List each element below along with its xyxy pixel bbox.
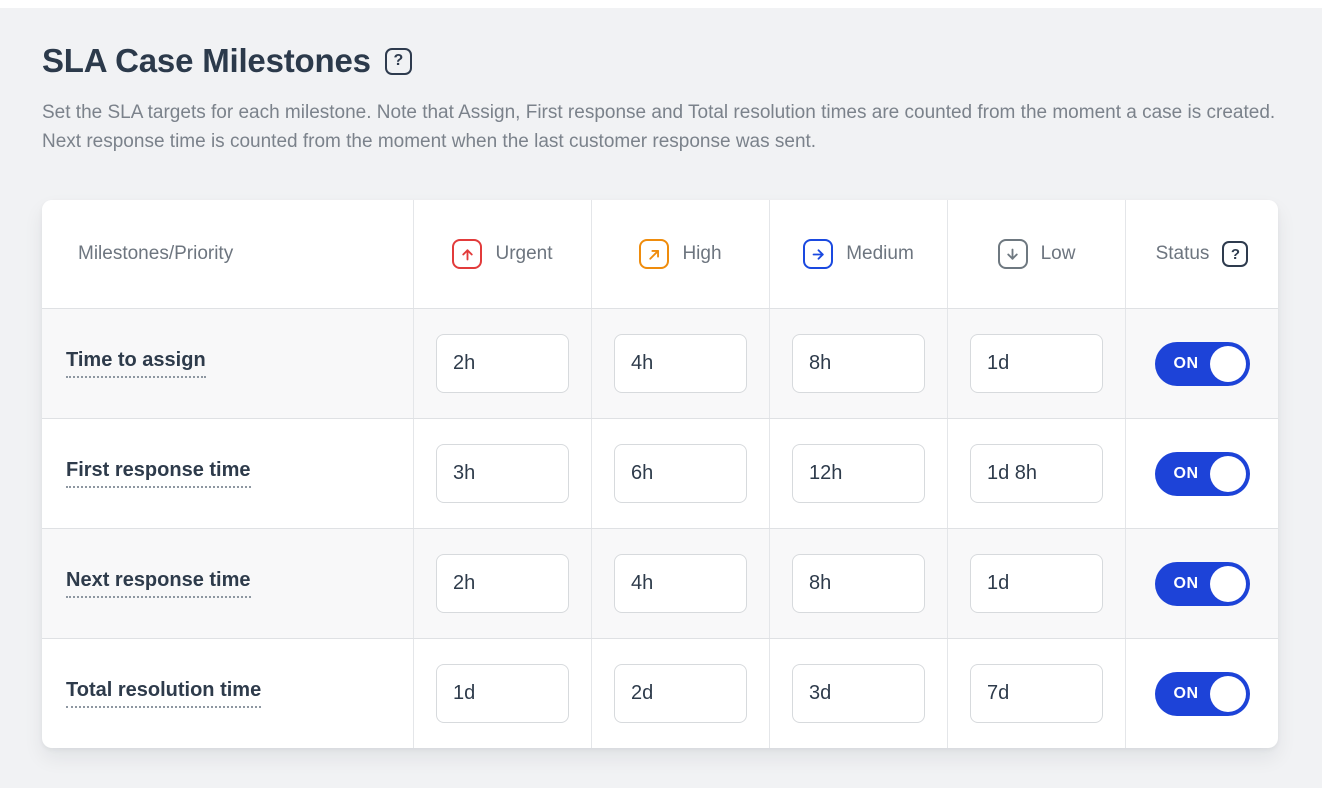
header-status-label: Status [1155, 243, 1210, 264]
arrow-up-icon [452, 239, 483, 269]
table-row-time-to-assign: Time to assign ON [42, 308, 1278, 418]
table-header-row: Milestones/Priority Urgent High [42, 200, 1278, 308]
header-milestones-priority: Milestones/Priority [42, 200, 413, 308]
sla-input-next-response-low[interactable] [970, 554, 1103, 613]
milestone-label-time-to-assign[interactable]: Time to assign [66, 349, 206, 378]
arrow-right-icon [803, 239, 834, 269]
sla-input-time-to-assign-high[interactable] [614, 334, 747, 393]
sla-input-first-response-urgent[interactable] [436, 444, 569, 503]
header-high-label: High [682, 243, 722, 264]
header-low-label: Low [1040, 243, 1076, 264]
header-high: High [591, 200, 769, 308]
toggle-knob [1209, 565, 1246, 602]
sla-input-next-response-urgent[interactable] [436, 554, 569, 613]
sla-input-first-response-high[interactable] [614, 444, 747, 503]
sla-input-total-resolution-medium[interactable] [792, 664, 925, 723]
sla-input-next-response-medium[interactable] [792, 554, 925, 613]
page-title: SLA Case Milestones ? [42, 42, 1278, 80]
header-low: Low [947, 200, 1125, 308]
sla-input-time-to-assign-medium[interactable] [792, 334, 925, 393]
table-row-first-response-time: First response time ON [42, 418, 1278, 528]
title-help-icon[interactable]: ? [384, 47, 412, 75]
toggle-on-label: ON [1173, 464, 1199, 482]
page-title-text: SLA Case Milestones [42, 42, 371, 79]
toggle-knob [1209, 455, 1246, 492]
page-description: Set the SLA targets for each milestone. … [42, 102, 1276, 152]
table-row-total-resolution-time: Total resolution time ON [42, 638, 1278, 748]
header-urgent: Urgent [413, 200, 591, 308]
sla-input-total-resolution-low[interactable] [970, 664, 1103, 723]
status-toggle-next-response-time[interactable]: ON [1154, 561, 1250, 606]
sla-input-next-response-high[interactable] [614, 554, 747, 613]
status-toggle-total-resolution-time[interactable]: ON [1154, 671, 1250, 716]
toggle-on-label: ON [1173, 574, 1199, 592]
table-row-next-response-time: Next response time ON [42, 528, 1278, 638]
sla-input-first-response-medium[interactable] [792, 444, 925, 503]
toggle-on-label: ON [1173, 684, 1199, 702]
header-medium-label: Medium [846, 243, 914, 264]
milestone-label-first-response-time[interactable]: First response time [66, 459, 251, 488]
arrow-up-right-icon [639, 239, 670, 269]
sla-input-total-resolution-urgent[interactable] [436, 664, 569, 723]
status-toggle-first-response-time[interactable]: ON [1154, 451, 1250, 496]
sla-milestones-table: Milestones/Priority Urgent High [42, 200, 1278, 748]
sla-input-first-response-low[interactable] [970, 444, 1103, 503]
header-medium: Medium [769, 200, 947, 308]
sla-input-total-resolution-high[interactable] [614, 664, 747, 723]
top-edge-strip [0, 0, 1322, 8]
status-toggle-time-to-assign[interactable]: ON [1154, 341, 1250, 386]
toggle-knob [1209, 675, 1246, 712]
header-status: Status ? [1125, 200, 1278, 308]
toggle-on-label: ON [1173, 354, 1199, 372]
header-urgent-label: Urgent [495, 243, 553, 264]
header-milestones-label: Milestones/Priority [78, 243, 234, 264]
sla-settings-page: SLA Case Milestones ? Set the SLA target… [0, 8, 1322, 748]
milestone-label-total-resolution-time[interactable]: Total resolution time [66, 679, 262, 708]
toggle-knob [1209, 345, 1246, 382]
sla-input-time-to-assign-low[interactable] [970, 334, 1103, 393]
sla-input-time-to-assign-urgent[interactable] [436, 334, 569, 393]
milestone-label-next-response-time[interactable]: Next response time [66, 569, 251, 598]
status-help-icon[interactable]: ? [1222, 241, 1249, 267]
arrow-down-icon [997, 239, 1028, 269]
